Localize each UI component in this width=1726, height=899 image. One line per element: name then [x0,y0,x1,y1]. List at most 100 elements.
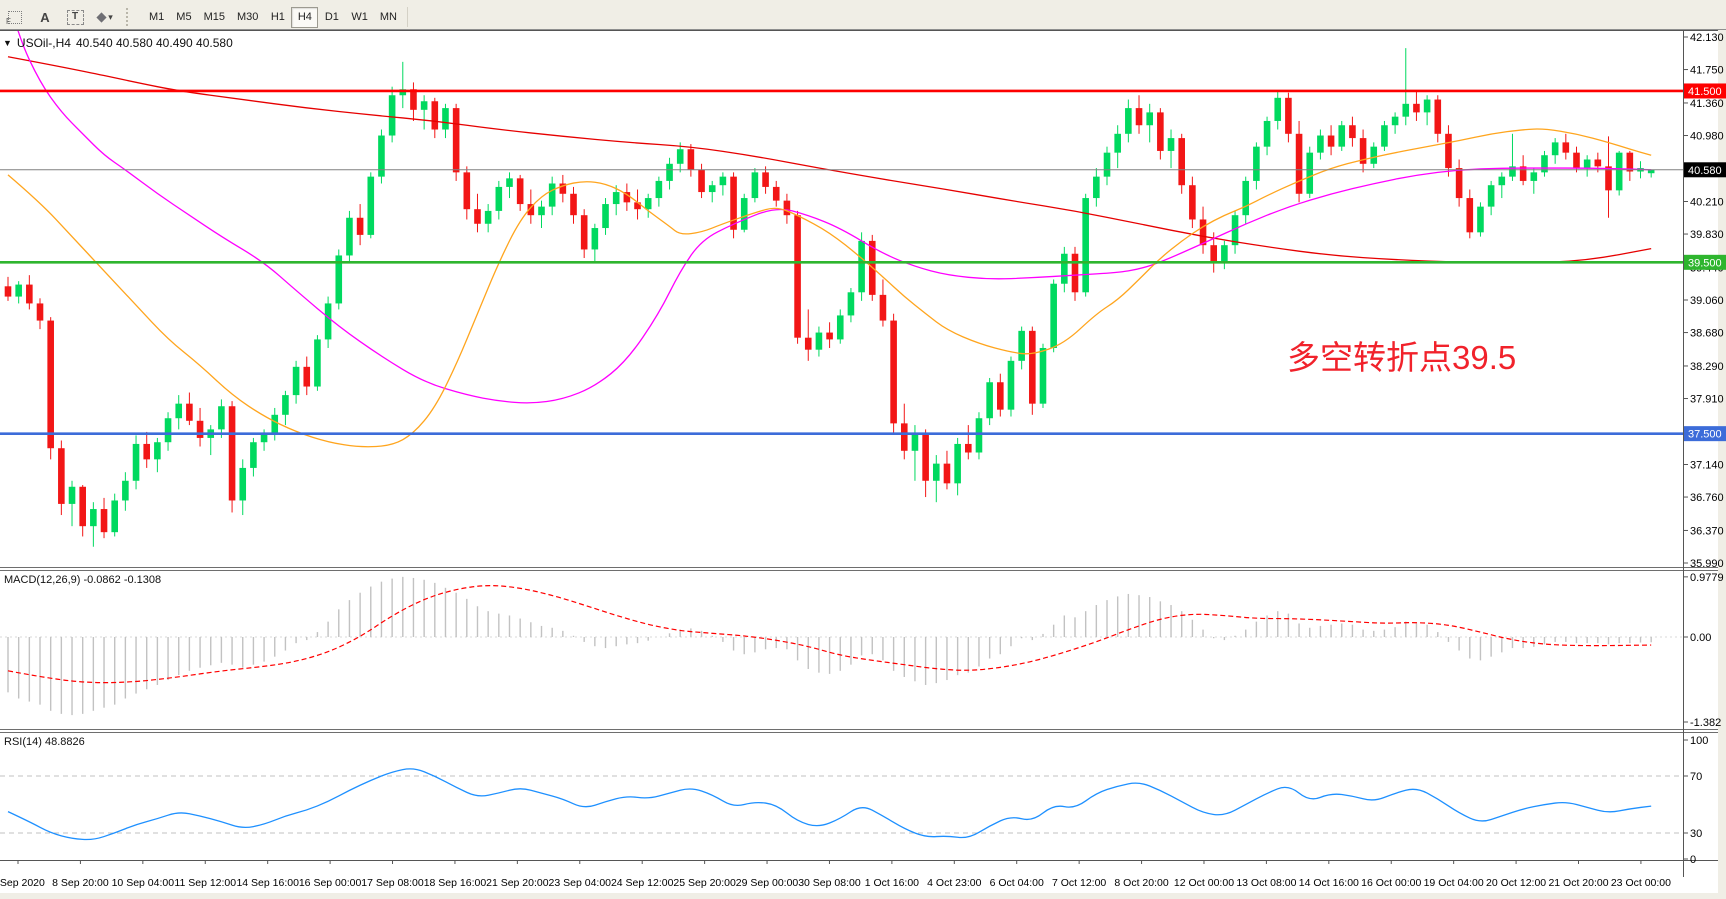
candle-body [1530,172,1538,181]
macd-indicator-label: MACD(12,26,9) -0.0862 -0.1308 [4,574,162,586]
date-label: 30 Sep 08:00 [798,877,861,889]
candle-body [1455,168,1463,199]
candle-body [1647,169,1655,174]
candle-body [26,284,33,304]
timeframe-M5[interactable]: M5 [170,7,197,28]
candle-body [1573,152,1580,169]
toolbar: F A T ▾ M1 M5 M15 M30 H1 H4 D1 W1 MN [0,5,1726,30]
chart-annotation-text: 多空转折点39.5 [1287,339,1517,376]
status-bar-sliver [0,893,1726,899]
date-label: 16 Oct 00:00 [1361,877,1421,889]
price-axis-label: 40.980 [1690,131,1724,143]
level-39.500-box [1684,254,1726,270]
candle-body [1594,159,1602,167]
current-price-label: 40.580 [1688,165,1722,177]
ma-magenta-mid [17,30,1652,404]
toolbar-drag-handle [126,8,137,26]
candle-body [506,178,513,187]
date-label: 7 Oct 12:00 [1052,877,1106,889]
candle-body [1231,215,1239,246]
candle-body [175,403,183,419]
candle-body [282,395,289,415]
symbol-dropdown-icon[interactable]: ▼ [3,38,12,48]
chart-symbol-header: ▼ USOil-,H4 40.540 40.580 40.490 40.580 [3,36,233,50]
timeframe-M1[interactable]: M1 [143,7,170,28]
date-label: 10 Sep 04:00 [112,877,175,889]
candle-body [1317,135,1324,153]
date-label: 12 Oct 00:00 [1174,877,1234,889]
candle-body [410,89,417,110]
candle-body [1007,360,1015,410]
rsi-axis-label: 30 [1690,828,1702,840]
timeframe-M30[interactable]: M30 [231,7,264,28]
candle-body [666,163,673,181]
candle-body [314,339,321,387]
date-label: 25 Sep 20:00 [673,877,736,889]
candle-body [954,443,961,484]
dashed-box-glyph: T [66,9,84,25]
candle-body [527,204,535,216]
price-axis-label: 37.910 [1690,394,1724,406]
date-label: 19 Oct 04:00 [1424,877,1484,889]
candle-body [997,382,1004,410]
candle-body [4,286,12,297]
candle-body [858,240,865,293]
timeframe-H1[interactable]: H1 [264,7,291,28]
price-axis-label: 41.750 [1690,65,1724,77]
f-glyph: F [6,17,11,26]
candle-body [1050,283,1057,348]
candle-body [1391,116,1399,126]
price-axis-label: 37.140 [1690,459,1724,471]
candle-body [580,215,588,250]
timeframe-D1[interactable]: D1 [318,7,345,28]
rsi-axis-label: 100 [1690,735,1708,747]
timeframe-M15[interactable]: M15 [198,7,231,28]
candle-body [1242,180,1250,216]
candle-body [1189,185,1196,220]
candle-body [1221,245,1228,263]
candle-body [1210,245,1218,263]
candle-body [36,303,44,321]
timeframe-MN[interactable]: MN [374,7,403,28]
price-pane[interactable] [0,30,1683,547]
candle-body [420,101,428,110]
candle-body [346,217,353,256]
text-tool-icon[interactable]: A [40,9,50,25]
candle-body [1402,103,1410,117]
level-41.500-box [1684,83,1726,99]
candle-body [1146,112,1153,126]
timeframe-W1[interactable]: W1 [345,7,374,28]
timeframe-toolbar: M1 M5 M15 M30 H1 H4 D1 W1 MN [143,5,403,30]
candle-body [1498,176,1506,186]
candle-body [132,443,140,481]
candle-body [570,193,577,216]
timeframe-H4[interactable]: H4 [291,6,319,28]
candle-body [794,215,801,338]
level-39.500-label: 39.500 [1688,257,1722,269]
candle-body [1029,330,1036,404]
cursor-grid-icon[interactable]: F [2,6,28,28]
candle-body [559,183,567,194]
candle-body [879,294,887,321]
price-axis-label: 35.990 [1690,558,1724,570]
candle-body [1061,253,1068,284]
candle-body [1327,135,1335,147]
candle-body [911,433,919,451]
arrow-styles-dropdown[interactable]: ▾ [92,6,118,28]
candle-body [228,406,236,501]
candle-body [1477,206,1484,233]
candle-body [367,176,375,235]
candle-body [324,303,332,340]
candle-body [1125,108,1132,134]
price-axis-label: 39.060 [1690,295,1724,307]
candle-body [965,443,972,453]
macd-signal-line [7,585,1652,684]
chart-canvas[interactable]: 42.13041.75041.36040.98040.21039.83039.4… [0,30,1726,899]
date-label: 7 Sep 2020 [0,877,45,889]
date-label: 11 Sep 12:00 [174,877,236,889]
text-label-tool-icon[interactable]: T [62,6,88,28]
candle-body [388,95,396,136]
date-label: 24 Sep 12:00 [611,877,674,889]
date-label: 21 Oct 20:00 [1548,877,1608,889]
date-label: 21 Sep 20:00 [486,877,549,889]
